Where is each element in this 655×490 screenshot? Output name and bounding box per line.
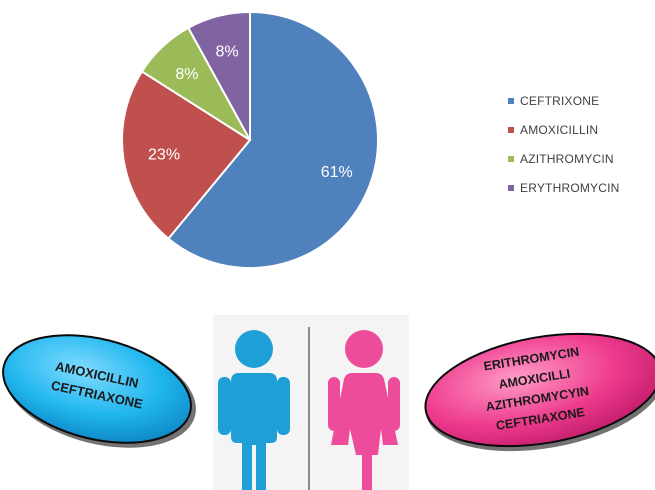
pie-data-label: 8%: [175, 66, 198, 83]
legend-item-ceftrixone: CEFTRIXONE: [508, 86, 648, 115]
legend-swatch: [508, 126, 514, 133]
legend-label: AMOXICILLIN: [520, 122, 599, 137]
pie-data-label: 61%: [321, 164, 353, 181]
legend-item-azithromycin: AZITHROMYCIN: [508, 144, 648, 173]
legend-swatch: [508, 184, 514, 191]
pie-slice-ceftrixone: [167, 10, 379, 269]
pie-data-label: 23%: [148, 147, 180, 164]
pie-slice-erythromycin: [186, 10, 251, 141]
male-antibiotics-oval: AMOXICILLIN CEFTRIAXONE: [2, 334, 196, 448]
male-person-icon: [218, 330, 290, 490]
legend-label: CEFTRIXONE: [520, 93, 600, 108]
legend-label: AZITHROMYCIN: [520, 151, 614, 166]
gender-comparison-panel: AMOXICILLIN CEFTRIAXONE ERITHROMYCIN AMO…: [0, 305, 655, 490]
gender-illustration: AMOXICILLIN CEFTRIAXONE ERITHROMYCIN AMO…: [2, 327, 655, 490]
legend-swatch: [508, 155, 514, 162]
pie-slice-amoxicillin: [121, 70, 252, 241]
pie-data-label: 8%: [216, 44, 239, 61]
chart-legend: CEFTRIXONE AMOXICILLIN AZITHROMYCIN ERYT…: [508, 86, 648, 202]
female-antibiotics-oval: ERITHROMYCIN AMOXICILLI AZITHROMYCYIN CE…: [424, 332, 655, 452]
legend-item-erythromycin: ERYTHROMYCIN: [508, 173, 648, 202]
legend-label: ERYTHROMYCIN: [520, 180, 620, 195]
legend-item-amoxicillin: AMOXICILLIN: [508, 115, 648, 144]
legend-swatch: [508, 97, 514, 104]
pie-chart: 61% 23% 8% 8%: [121, 10, 379, 269]
female-person-icon: [328, 330, 400, 490]
